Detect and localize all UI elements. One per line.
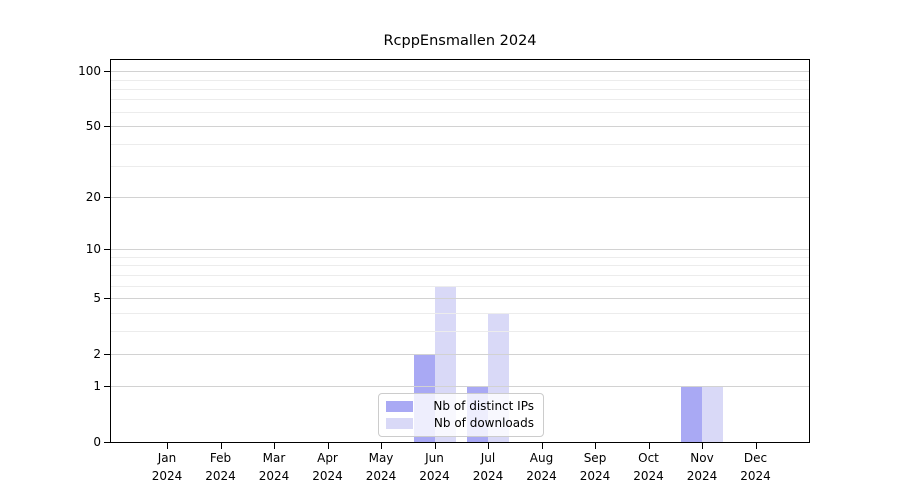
x-tick-mark	[755, 443, 757, 449]
x-tick-label: Mar 2024	[242, 450, 306, 485]
x-tick-month: Apr	[317, 451, 338, 465]
x-tick-year: 2024	[419, 468, 450, 483]
x-tick-mark	[327, 443, 329, 449]
y-tick-label: 0	[93, 435, 101, 449]
x-tick-year: 2024	[526, 468, 557, 483]
legend-row: Nb of downloads	[386, 416, 534, 431]
chart-title: RcppEnsmallen 2024	[383, 33, 537, 49]
major-gridline	[111, 298, 809, 299]
legend-label: Nb of distinct IPs	[433, 399, 534, 413]
y-tick-mark	[104, 386, 110, 388]
major-gridline	[111, 126, 809, 127]
x-tick-mark	[167, 443, 168, 449]
x-tick-month: Mar	[262, 451, 286, 465]
x-tick-label: Jul 2024	[456, 450, 520, 485]
y-tick-mark	[104, 249, 110, 251]
bar-nov-ips	[681, 386, 702, 442]
x-tick-year: 2024	[365, 468, 397, 483]
x-tick-year: 2024	[205, 468, 236, 483]
x-tick-label: Jun 2024	[403, 450, 467, 485]
legend-row: Nb of distinct IPs	[386, 399, 534, 414]
x-tick-month: Aug	[529, 451, 554, 465]
x-tick-mark	[381, 443, 382, 449]
x-tick-month: Jul	[480, 451, 496, 465]
x-tick-label: Feb 2024	[189, 450, 253, 485]
minor-gridline	[111, 79, 809, 81]
x-tick-month: Sep	[583, 451, 607, 465]
minor-gridline	[111, 143, 809, 145]
plot-area	[110, 59, 810, 443]
x-tick-year: 2024	[740, 468, 771, 483]
major-gridline	[111, 386, 809, 388]
y-tick-label: 2	[93, 346, 101, 361]
minor-gridline	[111, 285, 809, 287]
major-gridline	[111, 71, 809, 73]
y-tick-mark	[104, 298, 110, 299]
minor-gridline	[111, 312, 809, 314]
x-tick-year: 2024	[258, 468, 290, 483]
x-tick-month: Oct	[638, 451, 659, 465]
x-tick-month: Feb	[209, 451, 232, 465]
major-gridline	[111, 353, 809, 355]
x-tick-month: Jan	[157, 451, 177, 465]
legend: Nb of distinct IPs Nb of downloads	[378, 393, 544, 437]
x-tick-year: 2024	[579, 468, 611, 483]
y-tick-mark	[104, 71, 110, 73]
x-tick-label: Apr 2024	[296, 450, 360, 485]
x-tick-mark	[648, 443, 650, 449]
minor-gridline	[111, 88, 809, 90]
minor-gridline	[111, 99, 809, 101]
x-tick-year: 2024	[151, 468, 183, 483]
x-tick-mark	[488, 443, 489, 449]
legend-swatch	[386, 418, 413, 429]
y-tick-label: 10	[85, 242, 101, 257]
x-tick-mark	[702, 443, 703, 449]
major-gridline	[111, 197, 809, 199]
y-tick-mark	[104, 353, 110, 355]
x-tick-label: Sep 2024	[563, 450, 627, 485]
x-tick-label: Oct 2024	[617, 450, 681, 485]
x-tick-year: 2024	[312, 468, 343, 483]
y-tick-label: 100	[78, 64, 101, 79]
minor-gridline	[111, 166, 809, 167]
minor-gridline	[111, 111, 809, 113]
x-tick-year: 2024	[686, 468, 718, 483]
y-tick-label: 50	[85, 119, 101, 133]
x-tick-label: May 2024	[349, 450, 413, 485]
minor-gridline	[111, 274, 809, 276]
x-tick-mark	[595, 443, 596, 449]
x-tick-label: Aug 2024	[510, 450, 574, 485]
x-tick-month: Dec	[743, 451, 768, 465]
legend-swatch	[386, 401, 413, 412]
x-tick-label: Nov 2024	[670, 450, 734, 485]
x-tick-month: Nov	[690, 451, 714, 465]
legend-label: Nb of downloads	[433, 416, 534, 430]
x-tick-label: Dec 2024	[724, 450, 788, 485]
x-tick-mark	[274, 443, 275, 449]
x-tick-mark	[220, 443, 222, 449]
y-tick-mark	[104, 197, 110, 199]
minor-gridline	[111, 257, 809, 258]
major-gridline	[111, 249, 809, 251]
y-tick-label: 5	[93, 291, 101, 305]
bar-nov-downloads	[702, 386, 723, 442]
x-tick-mark	[434, 443, 436, 449]
y-tick-mark	[104, 442, 110, 443]
minor-gridline	[111, 265, 809, 267]
x-tick-month: May	[368, 451, 394, 465]
x-tick-month: Jun	[425, 451, 444, 465]
x-tick-year: 2024	[633, 468, 664, 483]
x-tick-mark	[541, 443, 543, 449]
y-tick-mark	[104, 126, 110, 127]
minor-gridline	[111, 330, 809, 332]
x-tick-label: Jan 2024	[135, 450, 199, 485]
y-tick-label: 1	[93, 379, 101, 394]
x-tick-year: 2024	[472, 468, 504, 483]
y-tick-label: 20	[85, 190, 101, 205]
